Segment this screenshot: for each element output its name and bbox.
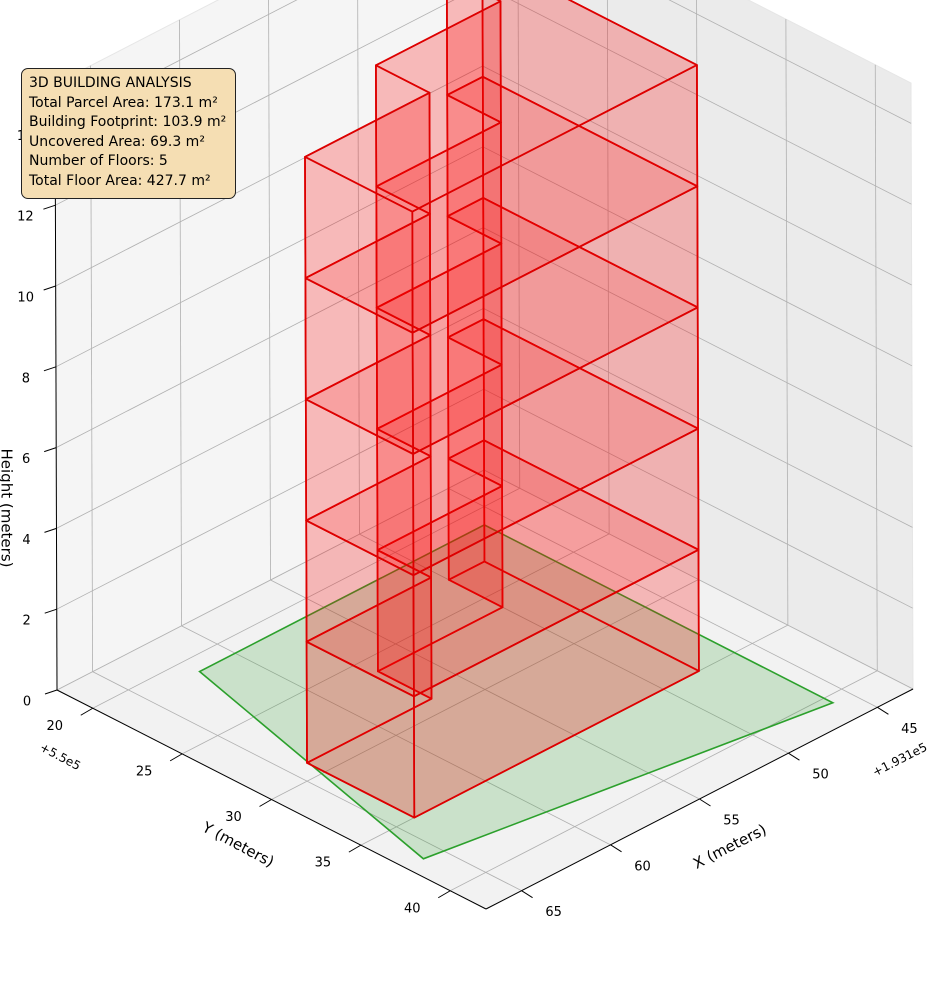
x-tick-label: 50 — [812, 768, 829, 783]
z-tick — [44, 527, 57, 533]
y-tick — [437, 890, 451, 899]
chart-marks — [198, 0, 835, 860]
y-gridline-wall — [606, 0, 610, 534]
y-tick-label: 40 — [404, 901, 421, 916]
z-tick — [43, 285, 56, 291]
building-wall-floor-5 — [304, 156, 414, 334]
y-axis-offset: +5.5e5 — [37, 740, 83, 773]
z-tick — [43, 204, 56, 210]
z-tick-label: 6 — [22, 452, 30, 467]
x-tick-label: 60 — [634, 859, 651, 874]
x-tick — [610, 844, 622, 853]
z-tick — [44, 608, 57, 614]
x-tick — [877, 706, 889, 715]
x-axis-offset: +1.931e5 — [870, 740, 929, 779]
z-tick-label: 12 — [17, 210, 34, 225]
analysis-info-box: 3D BUILDING ANALYSIS Total Parcel Area: … — [21, 68, 237, 199]
y-gridline-wall — [785, 19, 789, 626]
x-tick — [521, 890, 533, 899]
z-tick — [43, 366, 57, 372]
y-gridline-wall — [517, 0, 521, 489]
z-tick — [44, 447, 57, 453]
y-tick-label: 30 — [225, 810, 242, 825]
parcel-platform — [198, 524, 835, 860]
info-line-floor-area: Total Floor Area: 427.7 m² — [29, 172, 211, 189]
info-line-parcel-area: Total Parcel Area: 173.1 m² — [29, 94, 218, 111]
y-gridline-floor — [271, 579, 699, 800]
x-tick — [788, 752, 800, 761]
x-tick-label: 45 — [901, 722, 918, 737]
info-line-footprint: Building Footprint: 103.9 m² — [29, 114, 227, 131]
y-tick-label: 20 — [47, 719, 64, 734]
y-axis-title: Y (meters) — [198, 818, 277, 871]
z-tick-label: 10 — [17, 291, 34, 306]
x-gridline-wall — [357, 0, 360, 535]
y-tick — [169, 753, 183, 762]
y-tick — [80, 707, 94, 716]
z-axis-title: Height (meters) — [0, 449, 16, 568]
z-tick-label: 8 — [22, 371, 30, 386]
z-tick-label: 4 — [22, 533, 30, 548]
y-gridline-floor — [450, 670, 878, 892]
z-tick — [44, 689, 58, 695]
x-gridline-wall — [268, 0, 271, 581]
x-tick-label: 55 — [723, 814, 740, 829]
x-tick-label: 65 — [545, 905, 562, 920]
info-line-uncovered: Uncovered Area: 69.3 m² — [29, 133, 205, 150]
y-tick — [348, 844, 362, 853]
y-gridline-wall — [874, 64, 878, 671]
y-tick-label: 35 — [315, 856, 332, 871]
z-tick-label: 0 — [23, 695, 31, 710]
info-line-floors: Number of Floors: 5 — [29, 153, 168, 170]
z-gridline-y-wall — [55, 146, 484, 368]
y-tick-label: 25 — [136, 764, 153, 779]
z-gridline-x-wall — [668, 0, 912, 124]
x-tick — [699, 798, 711, 807]
y-tick — [259, 799, 272, 807]
info-heading: 3D BUILDING ANALYSIS — [29, 75, 192, 91]
z-tick-label: 2 — [23, 614, 31, 629]
